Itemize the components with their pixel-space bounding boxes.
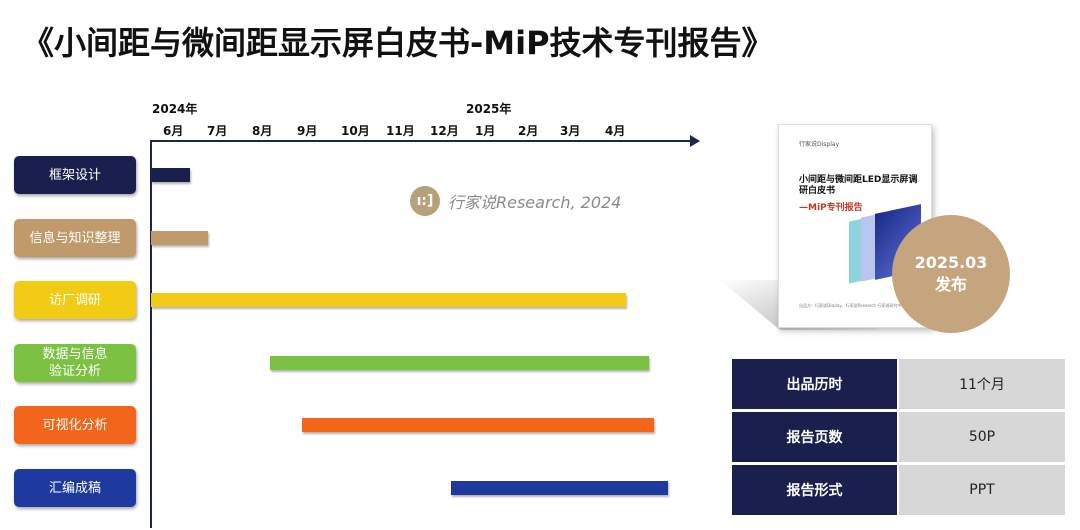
task-bar [151, 293, 626, 307]
research-logo-icon: ı:] [410, 186, 440, 216]
task-bar [151, 231, 208, 245]
watermark-text: 行家说Research, 2024 [448, 193, 622, 212]
cover-title: 小间距与微间距LED显示屏调研白皮书 [799, 175, 918, 196]
month-label: 12月 [430, 124, 459, 138]
month-label: 9月 [297, 124, 318, 138]
month-label: 7月 [207, 124, 228, 138]
month-label: 3月 [560, 124, 581, 138]
table-row: 报告形式 PPT [732, 465, 1065, 515]
table-row: 出品历时 11个月 [732, 359, 1065, 409]
info-value: PPT [897, 465, 1065, 515]
axis-arrow-icon [690, 135, 700, 147]
timeline-axis [150, 140, 692, 142]
task-bar [270, 356, 649, 370]
month-label: 4月 [605, 124, 626, 138]
task-bar [451, 481, 668, 495]
task-label: 框架设计 [14, 156, 136, 194]
release-date: 2025.03 [914, 253, 988, 272]
task-bar [302, 418, 654, 432]
cover-logo: 行家说Display [799, 141, 840, 148]
task-label: 汇编成稿 [14, 469, 136, 507]
month-label: 6月 [163, 124, 184, 138]
month-label: 10月 [341, 124, 370, 138]
release-badge: 2025.03 发布 [892, 215, 1010, 333]
watermark: ı:] 行家说Research, 2024 [410, 186, 621, 216]
task-label: 访厂调研 [14, 281, 136, 319]
table-row: 报告页数 50P [732, 412, 1065, 462]
info-key: 报告形式 [732, 465, 897, 515]
report-info-table: 出品历时 11个月 报告页数 50P 报告形式 PPT [732, 356, 1065, 518]
release-label: 发布 [934, 275, 967, 294]
info-key: 报告页数 [732, 412, 897, 462]
timeline-baseline [150, 140, 152, 528]
year-label-2024: 2024年 [152, 102, 198, 116]
task-label: 信息与知识整理 [14, 219, 136, 257]
cover-subtitle: —MiP专刊报告 [799, 203, 863, 213]
info-key: 出品历时 [732, 359, 897, 409]
task-label: 可视化分析 [14, 406, 136, 444]
month-label: 8月 [252, 124, 273, 138]
task-bar [151, 168, 190, 182]
info-value: 50P [897, 412, 1065, 462]
task-label: 数据与信息 验证分析 [14, 344, 136, 382]
month-label: 1月 [475, 124, 496, 138]
month-label: 2月 [518, 124, 539, 138]
year-label-2025: 2025年 [466, 102, 512, 116]
info-value: 11个月 [897, 359, 1065, 409]
cover-footer: 出品方：行家说Display、行家说Research 行家说研究中心 [799, 303, 906, 308]
month-label: 11月 [386, 124, 415, 138]
page-title: 《小间距与微间距显示屏白皮书-MiP技术专刊报告》 [22, 24, 774, 62]
